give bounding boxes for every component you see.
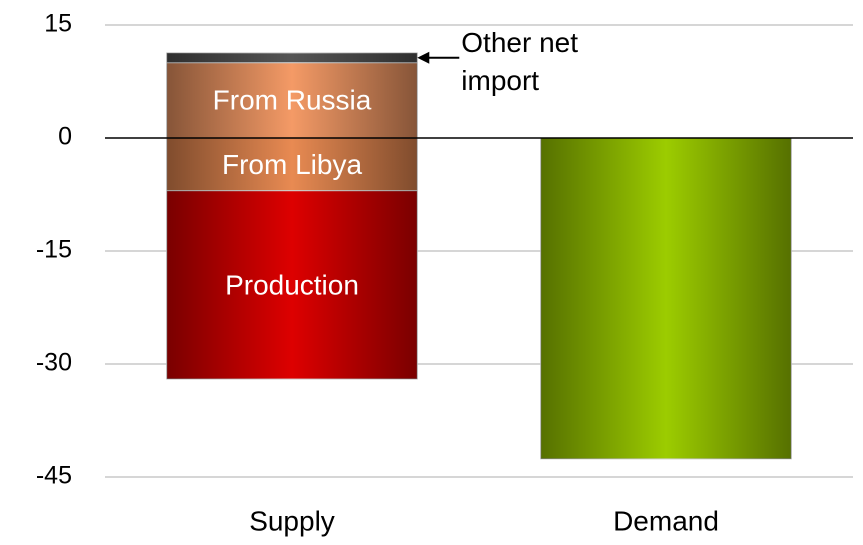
bar-shade bbox=[166, 62, 418, 138]
x-tick-label: Supply bbox=[249, 505, 335, 536]
y-tick-label: -45 bbox=[36, 462, 72, 490]
segment-label: From Russia bbox=[213, 85, 372, 116]
annotation-arrowhead bbox=[417, 51, 430, 64]
segment-label: Production bbox=[225, 269, 359, 300]
x-tick-label: Demand bbox=[613, 505, 719, 536]
annotation-label: Other net import bbox=[461, 26, 579, 96]
y-tick-label: -15 bbox=[36, 236, 72, 264]
bar-shade bbox=[540, 138, 792, 459]
y-tick-label: -30 bbox=[36, 349, 72, 377]
y-tick-label: 15 bbox=[44, 10, 72, 38]
bar-shade bbox=[166, 52, 418, 63]
bar-shade bbox=[166, 190, 418, 380]
segment-label: From Libya bbox=[222, 149, 362, 180]
bar-shade bbox=[166, 138, 418, 191]
y-tick-label: 0 bbox=[58, 123, 72, 151]
